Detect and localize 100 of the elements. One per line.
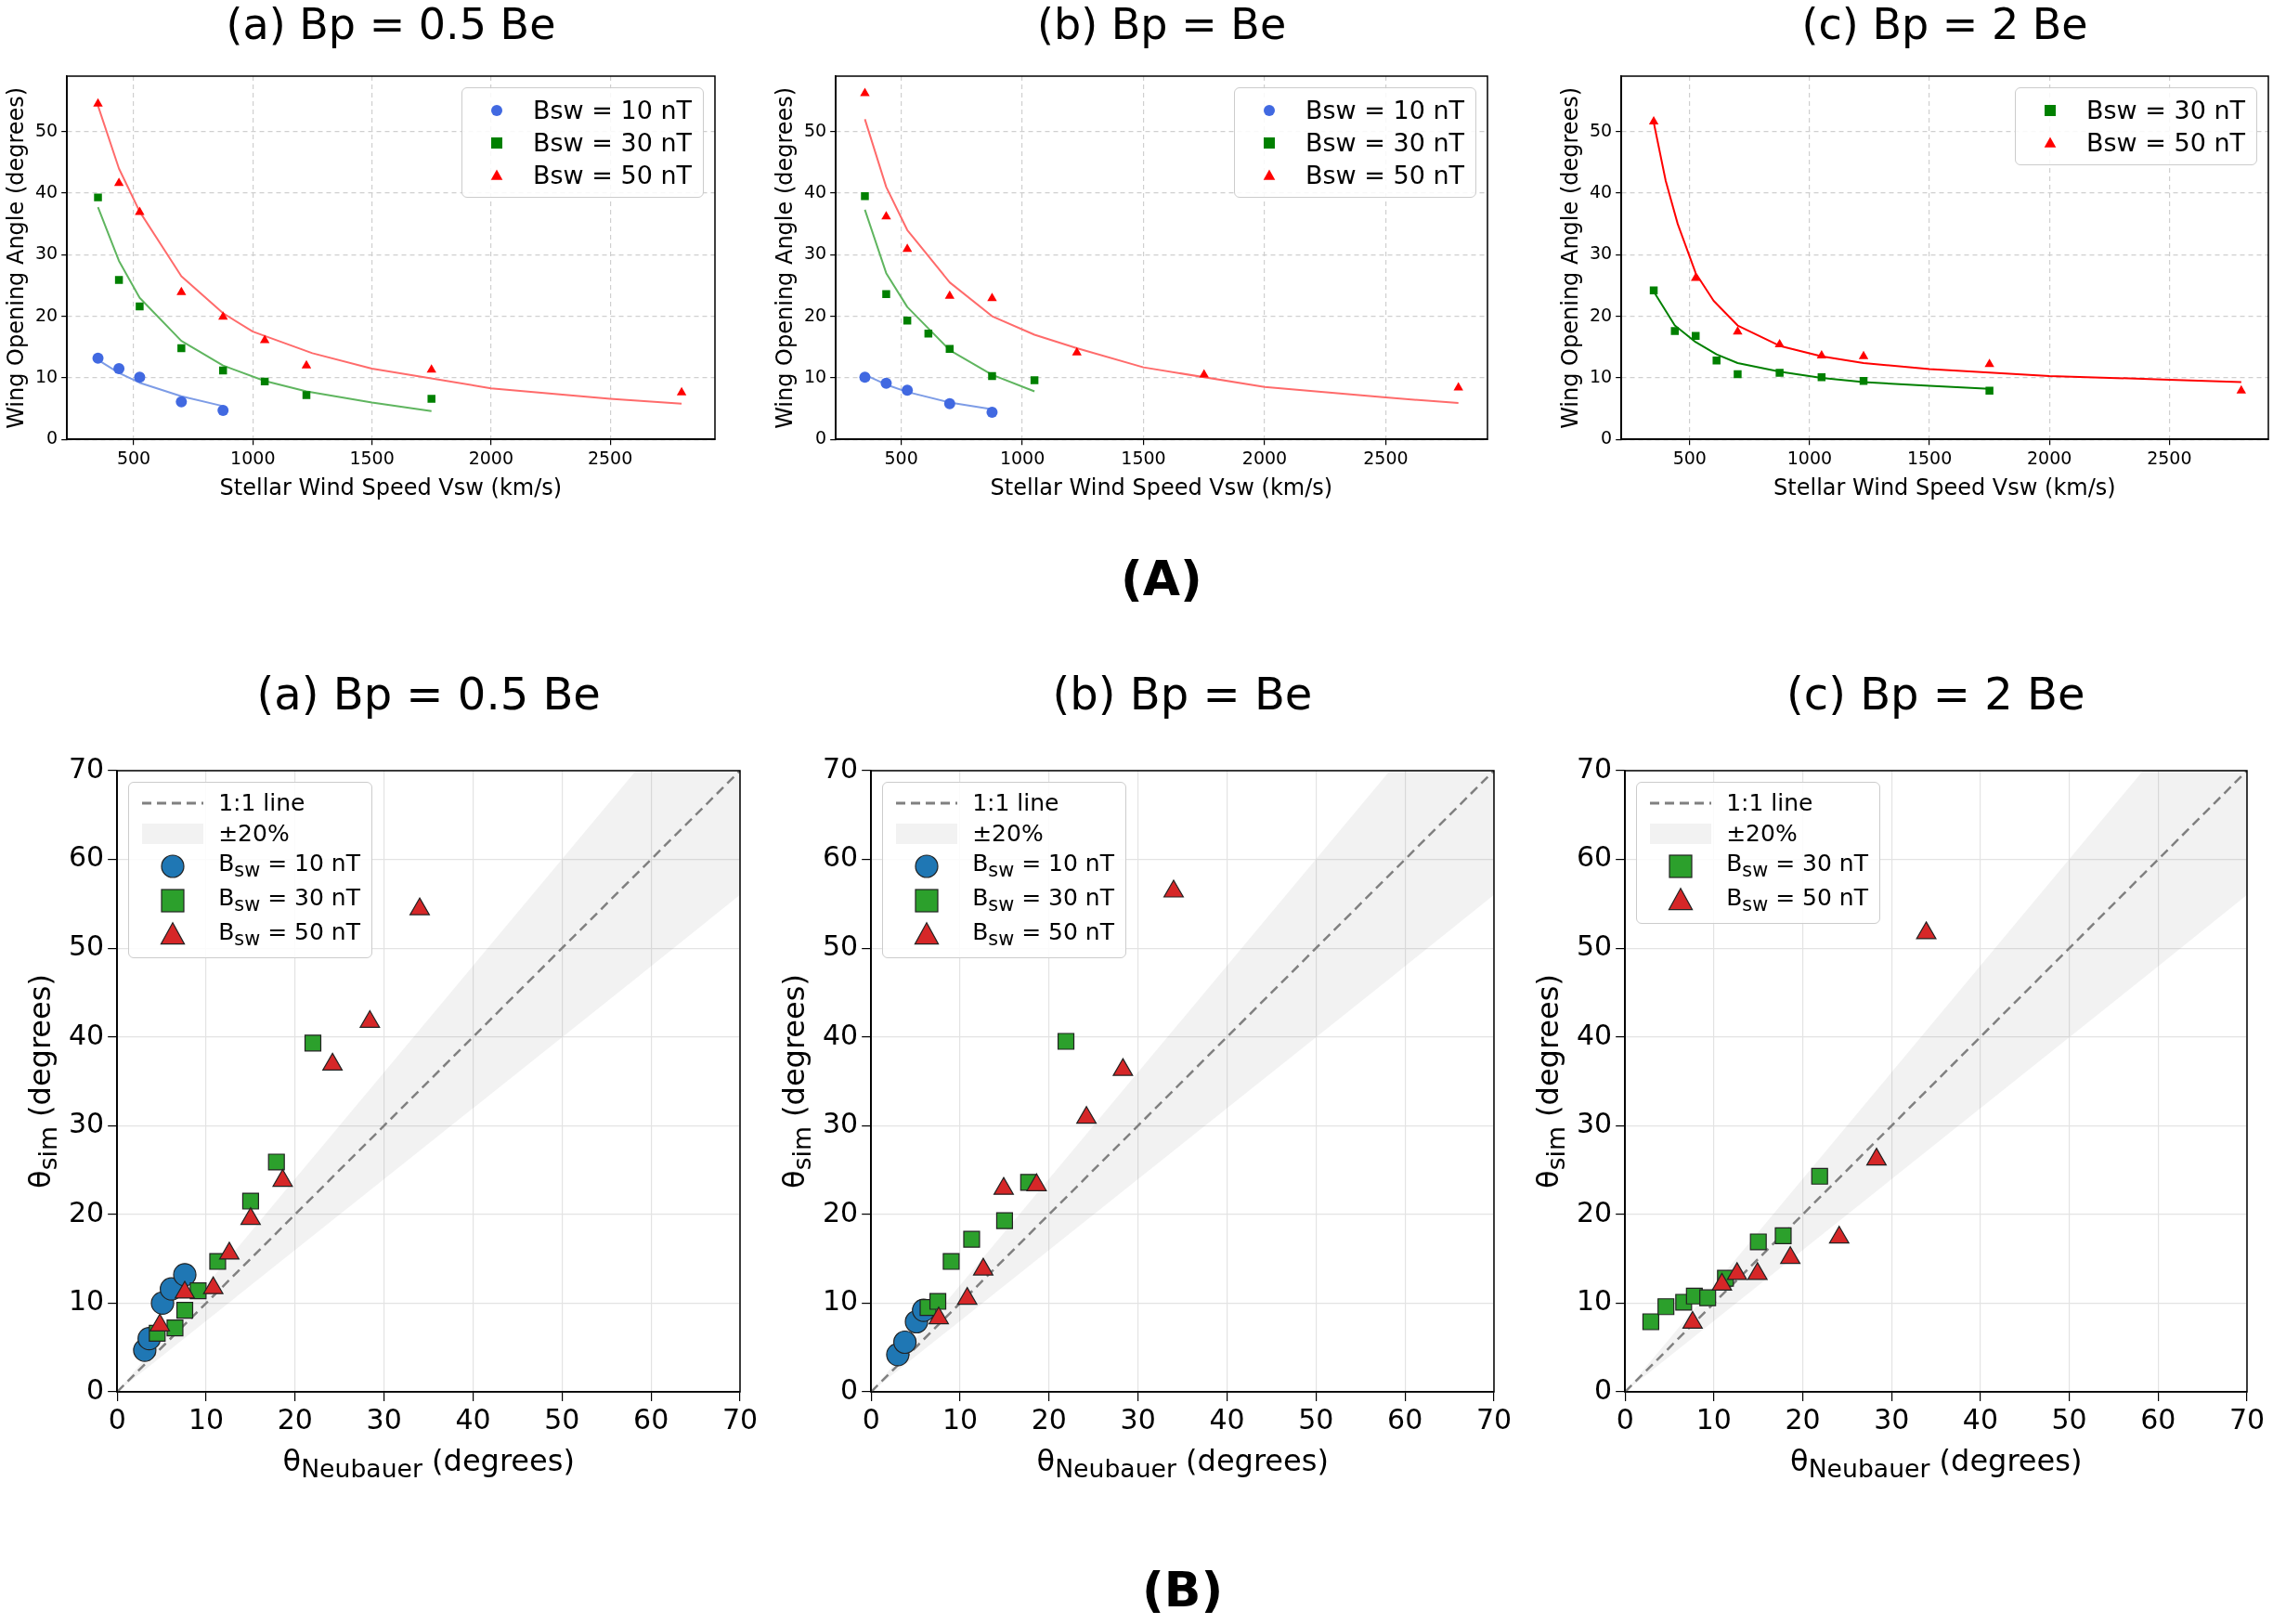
x-axis-title: θ$_{Neubauer}$ (degrees) bbox=[282, 1443, 575, 1485]
point bbox=[1670, 327, 1680, 335]
x-tick-label: 40 bbox=[1962, 1402, 1999, 1436]
point bbox=[1811, 1167, 1828, 1185]
point bbox=[963, 1230, 981, 1248]
x-tick-label: 2500 bbox=[2147, 447, 2192, 468]
x-tick-label: 2000 bbox=[2027, 447, 2072, 468]
x-axis-title: θ$_{Neubauer}$ (degrees) bbox=[1790, 1443, 2083, 1485]
legend-label: Bsw = 50 nT bbox=[1305, 160, 1465, 192]
x-tick-label: 70 bbox=[2228, 1402, 2266, 1436]
x-tick-label: 60 bbox=[633, 1402, 669, 1436]
x-tick-label: 30 bbox=[1120, 1402, 1156, 1436]
legend-label: Bsw = 30 nT bbox=[2086, 95, 2246, 126]
point bbox=[1453, 382, 1463, 391]
legend-label: Bsw = 30 nT bbox=[1305, 127, 1465, 160]
y-tick-label: 50 bbox=[1589, 119, 1613, 140]
point bbox=[1699, 1289, 1717, 1306]
x-tick-label: 1000 bbox=[999, 447, 1046, 468]
point bbox=[218, 311, 228, 320]
point bbox=[929, 1293, 947, 1310]
y-tick-label: 40 bbox=[822, 1018, 859, 1051]
point bbox=[113, 362, 125, 374]
y-tick-label: 70 bbox=[1576, 751, 1613, 785]
x-tick-label: 2000 bbox=[1241, 447, 1288, 468]
x-tick-label: 500 bbox=[884, 447, 918, 468]
y-tick-label: 40 bbox=[1576, 1018, 1613, 1051]
legend-label: B$_{sw}$ = 10 nT bbox=[972, 849, 1114, 883]
point bbox=[114, 276, 123, 284]
y-tick-label: 50 bbox=[68, 929, 105, 962]
y-tick-label: 0 bbox=[815, 427, 827, 448]
x-tick-label: 1000 bbox=[230, 447, 276, 468]
point bbox=[1774, 1227, 1792, 1244]
point bbox=[880, 377, 892, 389]
y-tick-label: 20 bbox=[803, 304, 827, 325]
point bbox=[1774, 339, 1785, 348]
x-tick-label: 2500 bbox=[587, 447, 633, 468]
chart-title: (a) Bp = 0.5 Be bbox=[256, 668, 601, 721]
point bbox=[136, 302, 144, 311]
point bbox=[881, 211, 891, 220]
x-tick-label: 10 bbox=[942, 1402, 979, 1436]
y-tick-label: 20 bbox=[68, 1195, 105, 1228]
point bbox=[1828, 1226, 1850, 1244]
legend-label: 1:1 line bbox=[972, 788, 1059, 818]
y-tick-label: 0 bbox=[1594, 1372, 1613, 1406]
x-tick-label: 2000 bbox=[468, 447, 514, 468]
x-tick-label: 0 bbox=[862, 1402, 880, 1436]
point bbox=[1657, 1298, 1675, 1316]
x-tick-label: 30 bbox=[366, 1402, 402, 1436]
y-tick-label: 70 bbox=[822, 751, 859, 785]
point bbox=[427, 395, 435, 403]
point bbox=[902, 384, 914, 396]
point bbox=[93, 97, 103, 107]
point bbox=[322, 1052, 344, 1071]
chart-title: (c) Bp = 2 Be bbox=[1786, 668, 2085, 721]
point bbox=[2236, 384, 2247, 394]
point bbox=[1649, 286, 1658, 294]
point bbox=[359, 1009, 381, 1029]
y-tick-label: 30 bbox=[68, 1107, 105, 1140]
x-axis-title: Stellar Wind Speed Vsw (km/s) bbox=[990, 474, 1333, 501]
y-tick-label: 10 bbox=[68, 1284, 105, 1318]
x-tick-label: 70 bbox=[721, 1402, 759, 1436]
x-tick-label: 40 bbox=[455, 1402, 491, 1436]
legend-label: B$_{sw}$ = 50 nT bbox=[1726, 883, 1868, 918]
legend-label: B$_{sw}$ = 30 nT bbox=[218, 883, 360, 918]
point bbox=[942, 1253, 960, 1270]
x-tick-label: 50 bbox=[544, 1402, 580, 1436]
point bbox=[1076, 1106, 1098, 1124]
y-axis-title: Wing Opening Angle (degrees) bbox=[772, 86, 799, 429]
point bbox=[1199, 369, 1209, 378]
legend-label: Bsw = 50 nT bbox=[2086, 127, 2246, 160]
point bbox=[217, 405, 229, 417]
point bbox=[241, 1192, 260, 1210]
chart-title: (a) Bp = 0.5 Be bbox=[226, 0, 556, 49]
point bbox=[166, 1319, 184, 1337]
point bbox=[676, 386, 687, 396]
point bbox=[1775, 369, 1784, 377]
y-tick-label: 40 bbox=[68, 1018, 105, 1051]
y-tick-label: 30 bbox=[34, 242, 58, 264]
y-tick-label: 30 bbox=[822, 1107, 859, 1140]
point bbox=[1858, 350, 1869, 359]
y-tick-label: 60 bbox=[822, 840, 859, 874]
x-axis-title: Stellar Wind Speed Vsw (km/s) bbox=[219, 474, 563, 501]
point bbox=[1916, 921, 1937, 940]
point bbox=[1163, 879, 1184, 898]
x-tick-label: 40 bbox=[1209, 1402, 1245, 1436]
point bbox=[301, 359, 312, 369]
x-tick-label: 0 bbox=[1616, 1402, 1634, 1436]
x-tick-label: 60 bbox=[2140, 1402, 2176, 1436]
chart-title: (c) Bp = 2 Be bbox=[1801, 0, 2088, 49]
y-tick-label: 10 bbox=[1576, 1284, 1613, 1318]
legend-label: B$_{sw}$ = 50 nT bbox=[972, 917, 1114, 953]
y-tick-label: 40 bbox=[34, 180, 58, 201]
text: (B) bbox=[1142, 1562, 1224, 1618]
point bbox=[134, 371, 146, 383]
y-tick-label: 10 bbox=[34, 365, 58, 386]
y-tick-label: 60 bbox=[1576, 840, 1613, 874]
x-tick-label: 50 bbox=[1298, 1402, 1334, 1436]
legend-label: B$_{sw}$ = 50 nT bbox=[218, 917, 360, 953]
point bbox=[892, 1330, 917, 1355]
y-tick-label: 60 bbox=[68, 840, 105, 874]
